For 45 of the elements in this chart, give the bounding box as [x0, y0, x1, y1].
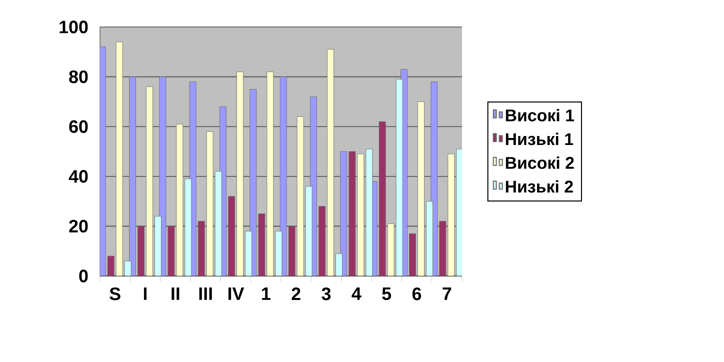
bar	[206, 131, 214, 276]
bar	[198, 221, 205, 276]
x-tick-label: 7	[442, 288, 452, 300]
x-tick-label: 3	[322, 288, 331, 300]
y-tick-label: 40	[68, 170, 88, 183]
bar	[146, 86, 153, 276]
bar	[409, 233, 416, 276]
y-tick-label: 20	[69, 220, 88, 233]
bar	[288, 226, 296, 276]
bar	[266, 72, 274, 276]
x-tick-label: S	[110, 288, 120, 300]
x-tick-label: I	[144, 288, 147, 300]
bar	[318, 206, 326, 276]
bar	[448, 154, 455, 276]
bar	[348, 151, 356, 276]
bar	[357, 154, 364, 276]
bar	[258, 214, 266, 276]
bar	[116, 42, 123, 276]
y-tick-label: 60	[69, 120, 88, 133]
bar	[236, 72, 244, 276]
x-tick-label: 5	[382, 288, 392, 300]
x-tick-label: III	[199, 288, 212, 300]
y-tick-label: 80	[69, 70, 88, 84]
bar	[327, 49, 334, 276]
x-tick-label: IV	[228, 288, 244, 300]
bar	[228, 196, 235, 276]
legend-label: Низькі 1	[506, 132, 574, 146]
legend-label: Високі 1	[506, 108, 574, 122]
x-tick-label: 6	[412, 288, 422, 300]
bar	[418, 102, 424, 276]
bar	[378, 121, 386, 276]
y-tick-label: 100	[60, 20, 88, 34]
y-tick-label: 0	[79, 270, 88, 282]
x-tick-label: II	[172, 288, 180, 300]
bar	[387, 224, 394, 276]
bar	[296, 116, 304, 276]
x-tick-label: 2	[292, 288, 300, 300]
legend-label: Високі 2	[506, 156, 574, 169]
bar	[138, 226, 144, 276]
x-tick-label: 1	[262, 288, 270, 300]
bar	[439, 221, 446, 276]
bar	[176, 124, 184, 276]
legend-label: Низькі 2	[506, 180, 573, 193]
bar	[168, 226, 175, 276]
x-tick-label: 4	[352, 288, 362, 300]
